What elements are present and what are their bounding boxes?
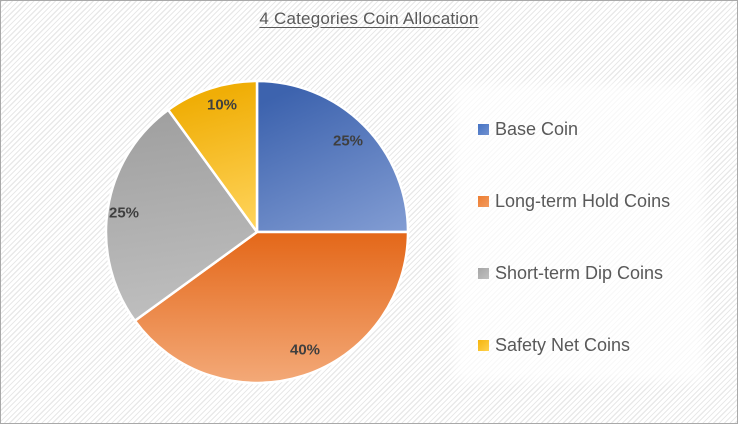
legend-item-long-term-hold-coins[interactable]: Long-term Hold Coins [478, 190, 697, 212]
legend-item-base-coin[interactable]: Base Coin [478, 118, 697, 140]
legend-item-safety-net-coins[interactable]: Safety Net Coins [478, 334, 697, 356]
chart-legend: Base Coin Long-term Hold Coins Short-ter… [461, 91, 697, 374]
pie-label-base-coin: 25% [332, 132, 364, 150]
legend-label-safety-net-coins: Safety Net Coins [495, 334, 631, 355]
legend-item-short-term-dip-coins[interactable]: Short-term Dip Coins [478, 262, 697, 284]
pie-label-long-term-hold-coins: 40% [289, 341, 321, 359]
legend-swatch-short-term-dip-coins [478, 267, 489, 279]
legend-swatch-safety-net-coins [478, 339, 489, 351]
legend-label-long-term-hold-coins: Long-term Hold Coins [495, 190, 671, 211]
pie-chart-svg [104, 79, 410, 385]
pie-slice-long-term-hold-coins[interactable] [133, 230, 410, 385]
legend-label-short-term-dip-coins: Short-term Dip Coins [495, 262, 664, 283]
legend-swatch-long-term-hold-coins [478, 195, 489, 207]
pie-label-safety-net-coins: 10% [206, 96, 238, 114]
pie-chart [104, 79, 410, 385]
pie-slice-short-term-dip-coins[interactable] [104, 108, 259, 323]
chart-title: 4 Categories Coin Allocation [259, 9, 479, 28]
pie-label-short-term-dip-coins: 25% [108, 204, 140, 222]
legend-swatch-base-coin [478, 123, 489, 135]
legend-label-base-coin: Base Coin [495, 118, 579, 139]
pie-slice-safety-net-coins[interactable] [166, 79, 259, 234]
pie-slice-base-coin[interactable] [255, 79, 410, 234]
